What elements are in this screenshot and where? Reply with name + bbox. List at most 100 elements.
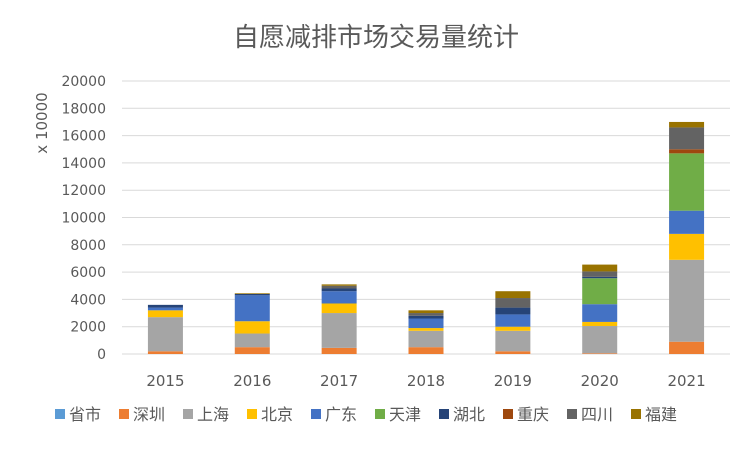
x-tick-label: 2015 xyxy=(146,372,184,390)
bar-segment xyxy=(321,288,357,292)
legend-swatch xyxy=(247,409,257,419)
bar-segment xyxy=(669,341,705,354)
bar-segment xyxy=(147,304,183,308)
y-tick-label: 4000 xyxy=(70,292,106,308)
legend-item: 天津 xyxy=(375,405,421,424)
x-tick-label: 2019 xyxy=(494,372,532,390)
bar-segment xyxy=(234,333,270,348)
bar-segment xyxy=(582,271,618,277)
bar-segment xyxy=(408,347,444,354)
bar-segment xyxy=(669,127,705,150)
bar-segment xyxy=(582,264,618,272)
bar-segment xyxy=(669,259,705,342)
bar-segment xyxy=(495,291,531,299)
gridlines xyxy=(122,80,730,355)
y-axis-label: x 10000 xyxy=(33,92,51,153)
bar-segment xyxy=(582,321,618,327)
y-tick-label: 6000 xyxy=(70,265,106,281)
legend-label: 省市 xyxy=(69,405,101,424)
bar-segment xyxy=(669,121,705,128)
bar-segment xyxy=(582,326,618,354)
bar-segment xyxy=(495,314,531,327)
legend-item: 广东 xyxy=(311,405,357,424)
bar-segment xyxy=(582,353,618,354)
legend-item: 深圳 xyxy=(119,405,165,424)
bar-segment xyxy=(234,295,270,322)
y-tick-label: 16000 xyxy=(61,129,106,145)
y-tick-label: 18000 xyxy=(61,101,106,117)
bar-segment xyxy=(669,233,705,260)
bar-segment xyxy=(147,307,183,311)
bar-segment xyxy=(147,310,183,318)
x-tick-label: 2021 xyxy=(667,372,705,390)
legend-swatch xyxy=(503,409,513,419)
y-tick-label: 8000 xyxy=(70,238,106,254)
x-tick-label: 2018 xyxy=(407,372,445,390)
y-axis-ticks: 0 2000 4000 6000 8000 10000 12000 14000 16000 180… xyxy=(61,74,106,363)
x-axis-ticks: 2015 2016 2017 2018 2019 2020 2021 xyxy=(146,372,705,390)
bar-segment xyxy=(582,278,618,305)
bar-segment xyxy=(321,303,357,314)
bar-segment xyxy=(234,293,270,294)
y-tick-label: 12000 xyxy=(61,183,106,199)
legend-item: 省市 xyxy=(55,405,101,424)
bar-segment xyxy=(321,347,357,354)
bar-segment xyxy=(582,304,618,322)
bar-segment xyxy=(495,330,531,352)
legend-swatch xyxy=(183,409,193,419)
legend-item: 上海 xyxy=(183,405,229,424)
bar-segment xyxy=(321,284,357,286)
bar-segment xyxy=(408,313,444,316)
legend-swatch xyxy=(55,409,65,419)
bar-segment xyxy=(495,351,531,354)
bar-segment xyxy=(147,317,183,352)
bar-segment xyxy=(234,347,270,354)
y-tick-label: 14000 xyxy=(61,156,106,172)
legend-label: 上海 xyxy=(197,405,229,424)
bar-segment xyxy=(408,310,444,314)
x-tick-label: 2017 xyxy=(320,372,358,390)
legend-item: 四川 xyxy=(567,405,613,424)
legend-swatch xyxy=(439,409,449,419)
bar-segment xyxy=(669,210,705,234)
y-tick-label: 10000 xyxy=(61,211,106,227)
legend-label: 天津 xyxy=(389,405,421,424)
y-tick-label: 0 xyxy=(97,347,106,363)
bar-segment xyxy=(321,313,357,348)
bar-segment xyxy=(321,291,357,304)
bar-segment xyxy=(147,351,183,354)
legend-label: 深圳 xyxy=(133,405,165,424)
legend-label: 北京 xyxy=(261,405,293,424)
legend-label: 湖北 xyxy=(453,405,485,424)
bar-segment xyxy=(495,307,531,315)
x-tick-label: 2020 xyxy=(581,372,619,390)
legend-label: 重庆 xyxy=(517,405,549,424)
legend-item: 福建 xyxy=(631,405,677,424)
legend-item: 重庆 xyxy=(503,405,549,424)
legend-swatch xyxy=(119,409,129,419)
x-tick-label: 2016 xyxy=(233,372,271,390)
legend: 省市 深圳 上海 北京 广东 天津 湖北 重庆 四川 福建 xyxy=(55,405,677,424)
bar-segment xyxy=(582,276,618,279)
legend-swatch xyxy=(375,409,385,419)
bar-segment xyxy=(234,321,270,334)
bar-segment xyxy=(495,326,531,331)
legend-swatch xyxy=(567,409,577,419)
legend-label: 福建 xyxy=(645,405,677,424)
chart-title: 自愿减排市场交易量统计 xyxy=(233,23,519,53)
bar-segment xyxy=(669,149,705,154)
bar-segment xyxy=(408,330,444,348)
legend-label: 四川 xyxy=(581,405,613,424)
bar-segment xyxy=(321,285,357,289)
bar-segment xyxy=(234,293,270,296)
bars xyxy=(147,121,705,354)
bar-segment xyxy=(495,298,531,308)
legend-item: 北京 xyxy=(247,405,293,424)
bar-segment xyxy=(408,318,444,329)
bar-segment xyxy=(669,153,705,211)
legend-item: 湖北 xyxy=(439,405,485,424)
y-tick-label: 20000 xyxy=(61,74,106,90)
legend-swatch xyxy=(311,409,321,419)
y-tick-label: 2000 xyxy=(70,320,106,336)
